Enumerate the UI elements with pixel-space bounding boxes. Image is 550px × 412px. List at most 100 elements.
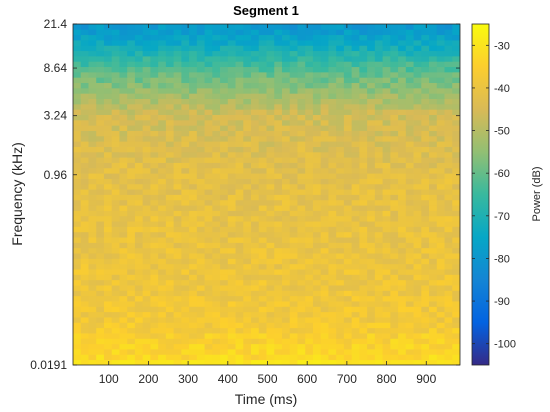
spectrogram-cell [212, 87, 221, 94]
spectrogram-cell [165, 34, 175, 41]
spectrogram-cell [436, 210, 445, 217]
spectrogram-cell [227, 226, 236, 233]
spectrogram-cell [336, 34, 345, 41]
spectrogram-cell [444, 338, 453, 345]
spectrogram-cell [150, 178, 159, 185]
spectrogram-cell [165, 114, 175, 121]
spectrogram-cell [421, 253, 430, 259]
spectrogram-cell [251, 301, 260, 307]
spectrogram-cell [421, 322, 430, 329]
spectrogram-cell [181, 301, 190, 307]
spectrogram-cell [150, 237, 159, 243]
spectrogram-cell [235, 215, 244, 222]
spectrogram-cell [119, 343, 128, 350]
spectrogram-cell [444, 327, 453, 334]
spectrogram-cell [382, 130, 391, 137]
spectrogram-cell [204, 157, 213, 163]
spectrogram-cell [251, 317, 260, 323]
spectrogram-cell [119, 162, 128, 169]
spectrogram-cell [429, 135, 438, 142]
spectrogram-cell [444, 55, 453, 62]
spectrogram-cell [343, 178, 353, 185]
spectrogram-cell [134, 71, 144, 78]
spectrogram-cell [374, 61, 383, 68]
spectrogram-cell [429, 109, 438, 115]
spectrogram-cell [436, 226, 445, 233]
spectrogram-cell [413, 183, 422, 190]
spectrogram-cell [343, 263, 353, 270]
spectrogram-cell [305, 87, 314, 94]
spectrogram-cell [405, 183, 414, 190]
spectrogram-cell [204, 349, 213, 355]
spectrogram-cell [374, 162, 383, 169]
spectrogram-cell [96, 322, 105, 329]
spectrogram-cell [227, 82, 236, 89]
spectrogram-cell [266, 125, 275, 131]
spectrogram-cell [165, 226, 175, 233]
spectrogram-cell [305, 29, 314, 36]
spectrogram-cell [359, 151, 368, 158]
spectrogram-cell [80, 359, 89, 365]
spectrogram-cell [235, 354, 244, 361]
spectrogram-cell [165, 274, 175, 281]
spectrogram-cell [320, 93, 329, 99]
spectrogram-cell [374, 173, 383, 179]
spectrogram-cell [212, 263, 221, 270]
spectrogram-cell [251, 354, 260, 361]
spectrogram-cell [274, 50, 283, 57]
spectrogram-cell [289, 61, 298, 68]
spectrogram-cell [281, 130, 291, 137]
spectrogram-cell [73, 71, 82, 78]
spectrogram-cell [127, 55, 136, 62]
spectrogram-cell [343, 274, 353, 281]
spectrogram-cell [173, 199, 182, 206]
spectrogram-cell [173, 226, 182, 233]
spectrogram-cell [359, 125, 368, 131]
spectrogram-cell [103, 130, 113, 137]
spectrogram-cell [73, 359, 82, 365]
spectrogram-cell [289, 333, 298, 339]
spectrogram-cell [429, 349, 438, 355]
spectrogram-cell [189, 226, 198, 233]
spectrogram-cell [165, 82, 175, 89]
spectrogram-cell [103, 189, 113, 195]
spectrogram-cell [320, 34, 329, 41]
spectrogram-cell [274, 167, 283, 174]
spectrogram-cell [429, 253, 438, 259]
spectrogram-cell [189, 93, 198, 99]
spectrogram-cell [367, 237, 376, 243]
spectrogram-cell [196, 24, 205, 30]
spectrogram-cell [429, 61, 438, 68]
spectrogram-cell [119, 322, 128, 329]
spectrogram-cell [196, 354, 205, 361]
spectrogram-cell [444, 114, 453, 121]
spectrogram-cell [73, 242, 82, 249]
spectrogram-cell [243, 349, 252, 355]
spectrogram-cell [258, 226, 267, 233]
spectrogram-cell [73, 349, 82, 355]
spectrogram-cell [196, 98, 205, 105]
spectrogram-cell [220, 279, 229, 286]
spectrogram-cell [158, 295, 167, 302]
spectrogram-cell [73, 24, 82, 30]
spectrogram-cell [150, 359, 159, 365]
spectrogram-cell [382, 178, 391, 185]
spectrogram-cell [173, 125, 182, 131]
spectrogram-cell [127, 77, 136, 84]
spectrogram-cell [111, 29, 120, 36]
spectrogram-cell [305, 279, 314, 286]
spectrogram-cell [305, 103, 314, 110]
spectrogram-cell [235, 82, 244, 89]
spectrogram-cell [243, 157, 252, 163]
spectrogram-cell [343, 141, 353, 147]
spectrogram-cell [436, 322, 445, 329]
spectrogram-cell [119, 210, 128, 217]
spectrogram-cell [103, 221, 113, 227]
spectrogram-cell [212, 71, 221, 78]
spectrogram-cell [343, 354, 353, 361]
spectrogram-cell [142, 311, 151, 318]
spectrogram-cell [119, 66, 128, 73]
spectrogram-cell [452, 205, 460, 211]
spectrogram-cell [220, 157, 229, 163]
spectrogram-cell [212, 226, 221, 233]
